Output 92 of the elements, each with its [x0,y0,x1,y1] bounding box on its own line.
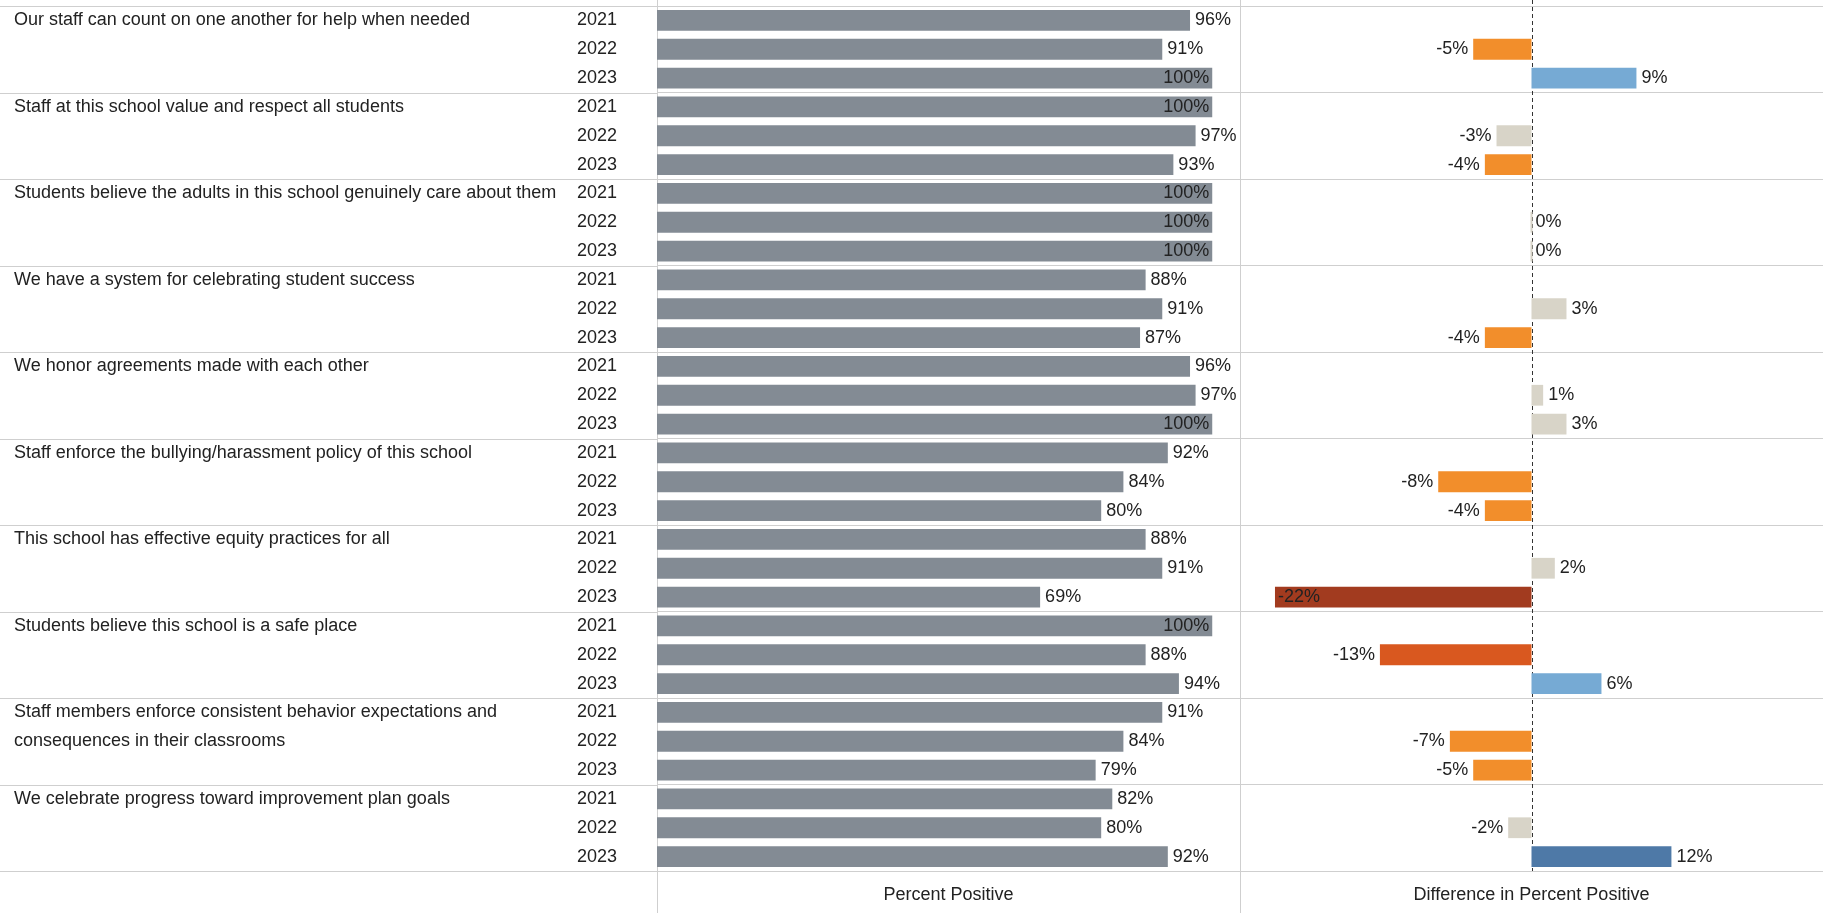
data-label: 91% [1167,557,1204,578]
data-label: 0% [1535,240,1562,261]
x-axis-title: Percent Positive [883,883,1014,904]
text: 2023 [576,672,617,693]
text: 2022 [576,211,617,232]
y-tick-label: Students believe this school is a safe place [14,614,358,635]
y-tick-label: We have a system for celebrating student success [14,268,415,289]
data-label: -13% [1332,643,1375,664]
data-label: 1% [1548,384,1575,405]
data-label: -4% [1447,153,1480,174]
x-axis-title: Difference in Percent Positive [1413,883,1650,904]
data-label: 100% [1163,413,1210,434]
y-tick-label: We honor agreements made with each other [14,355,369,376]
data-label: 3% [1571,297,1598,318]
text: 2023 [576,759,617,780]
data-label: -2% [1471,816,1504,837]
data-label: 100% [1163,211,1210,232]
text: 2021 [576,355,617,376]
data-label: 91% [1167,297,1204,318]
text: 2021 [576,701,617,722]
text: 2022 [576,730,617,751]
data-label: 87% [1145,326,1182,347]
text: 2022 [576,470,617,491]
text: 2022 [576,297,617,318]
text: 2022 [576,643,617,664]
data-label: 94% [1183,672,1220,693]
text: 2022 [576,38,617,59]
text: 2023 [576,499,617,520]
data-label: -8% [1401,470,1434,491]
y-tick-label: Students believe the adults in this school genuinely care about them [14,182,557,203]
text: 2023 [576,845,617,866]
text: 2022 [576,384,617,405]
data-label: 100% [1163,182,1210,203]
text: 2022 [576,557,617,578]
y-tick-label: Staff at this school value and respect all students [14,95,404,116]
text: 2021 [576,614,617,635]
data-label: 80% [1106,499,1143,520]
data-label: 12% [1676,845,1713,866]
y-tick-label: Staff enforce the bullying/harassment policy of this school [14,441,472,462]
data-label: 92% [1172,441,1209,462]
y-tick-label: Our staff can count on one another for help when needed [14,9,470,30]
data-label: 91% [1167,701,1204,722]
text: 2023 [576,67,617,88]
text: 2023 [576,413,617,434]
data-label: -4% [1447,499,1480,520]
data-label: 82% [1117,787,1154,808]
text: 2023 [576,153,617,174]
y-tick-label: We celebrate progress toward improvement plan goals [14,787,450,808]
text: 2021 [576,787,617,808]
data-label: 69% [1045,586,1082,607]
data-label: -5% [1436,38,1469,59]
data-label: 88% [1150,268,1187,289]
y-tick-label: Staff members enforce consistent behavior expectations and consequences in their classrooms [14,701,497,751]
data-label: -7% [1412,730,1445,751]
data-label: 84% [1128,730,1165,751]
text: 2023 [576,240,617,261]
text: 2021 [576,268,617,289]
data-label: 3% [1571,413,1598,434]
text: 2021 [576,528,617,549]
data-label: 93% [1178,153,1215,174]
text: 2022 [576,816,617,837]
y-tick-label: This school has effective equity practices for all [14,528,390,549]
text: 2023 [576,586,617,607]
data-label: 88% [1150,528,1187,549]
data-label: 92% [1172,845,1209,866]
data-label: 96% [1195,9,1232,30]
data-label: 80% [1106,816,1143,837]
data-label: 0% [1535,211,1562,232]
data-label: 96% [1195,355,1232,376]
text: 2021 [576,95,617,116]
data-label: 91% [1167,38,1204,59]
data-label: 88% [1150,643,1187,664]
text: 2022 [576,124,617,145]
data-label: -22% [1277,586,1321,607]
text: 2021 [576,441,617,462]
data-label: -4% [1447,326,1480,347]
text: 2021 [576,182,617,203]
data-label: 84% [1128,470,1165,491]
data-label: 9% [1641,67,1668,88]
data-label: 79% [1100,759,1137,780]
data-label: 97% [1200,124,1237,145]
data-label: 6% [1606,672,1633,693]
data-label: 100% [1163,614,1210,635]
data-label: 97% [1200,384,1237,405]
data-label: 100% [1163,240,1210,261]
text: 2021 [576,9,617,30]
data-label: 100% [1163,95,1210,116]
data-label: -3% [1459,124,1492,145]
data-label: -5% [1436,759,1469,780]
data-label: 2% [1559,557,1586,578]
text: 2023 [576,326,617,347]
data-label: 100% [1163,67,1210,88]
